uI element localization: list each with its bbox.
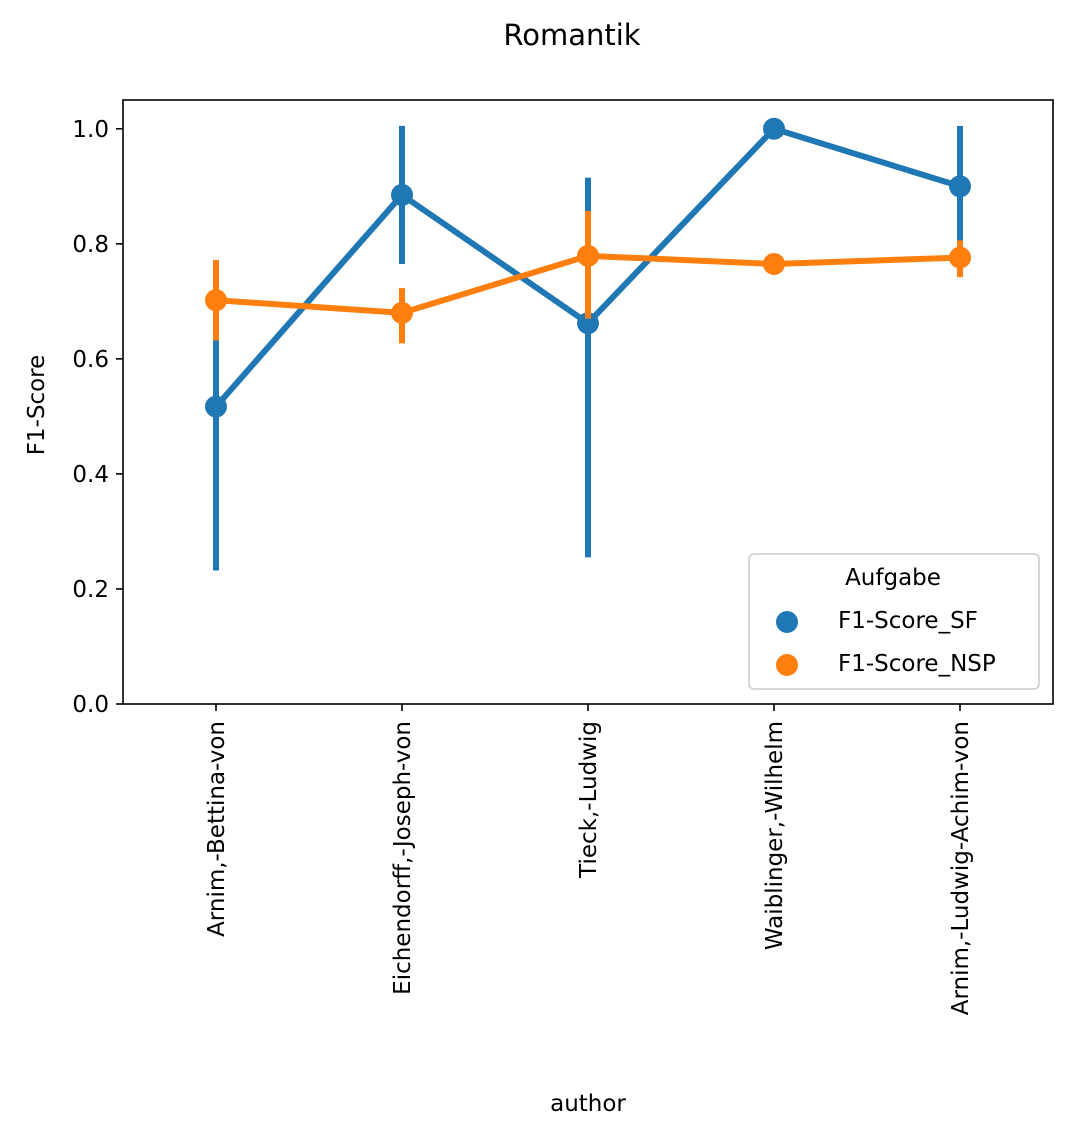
y-axis: 0.0 0.2 0.4 0.6 0.8 1.0 xyxy=(72,117,123,718)
y-tick-label: 0.2 xyxy=(72,577,109,603)
legend-box xyxy=(748,553,1040,690)
series-layer xyxy=(205,117,971,571)
y-tick-label: 0.4 xyxy=(72,462,109,488)
series-1 xyxy=(205,211,971,344)
y-tick-label: 1.0 xyxy=(72,117,109,143)
data-point xyxy=(763,252,785,275)
data-point xyxy=(205,289,227,312)
x-tick-label: Arnim,-Ludwig-Achim-von xyxy=(948,721,974,1015)
data-point xyxy=(763,117,785,140)
legend-marker-nsp xyxy=(776,654,798,676)
x-tick-label: Eichendorff,-Joseph-von xyxy=(390,721,416,995)
data-point xyxy=(391,301,413,324)
data-point xyxy=(205,395,227,418)
legend-title: Aufgabe xyxy=(845,565,941,591)
data-point xyxy=(949,246,971,269)
chart-title: Romantik xyxy=(503,18,640,52)
x-axis: Arnim,-Bettina-von Eichendorff,-Joseph-vo… xyxy=(204,704,974,1015)
x-tick-label: Arnim,-Bettina-von xyxy=(204,721,230,937)
x-tick-label: Waiblinger,-Wilhelm xyxy=(762,721,788,950)
y-tick-label: 0.8 xyxy=(72,232,109,258)
plot-frame xyxy=(122,99,1054,705)
legend: Aufgabe F1-Score_SF F1-Score_NSP xyxy=(748,553,1040,690)
y-axis-label: F1-Score xyxy=(24,355,50,456)
data-point xyxy=(391,183,413,206)
data-point xyxy=(577,244,599,267)
legend-label-sf: F1-Score_SF xyxy=(838,608,978,634)
series-0 xyxy=(205,117,971,571)
legend-label-nsp: F1-Score_NSP xyxy=(838,651,996,677)
y-tick-label: 0.6 xyxy=(72,347,109,373)
x-axis-label: author xyxy=(550,1091,626,1117)
y-tick-label: 0.0 xyxy=(72,692,109,718)
x-tick-label: Tieck,-Ludwig xyxy=(576,721,602,879)
legend-marker-sf xyxy=(776,611,798,633)
data-point xyxy=(577,312,599,335)
data-point xyxy=(949,175,971,198)
